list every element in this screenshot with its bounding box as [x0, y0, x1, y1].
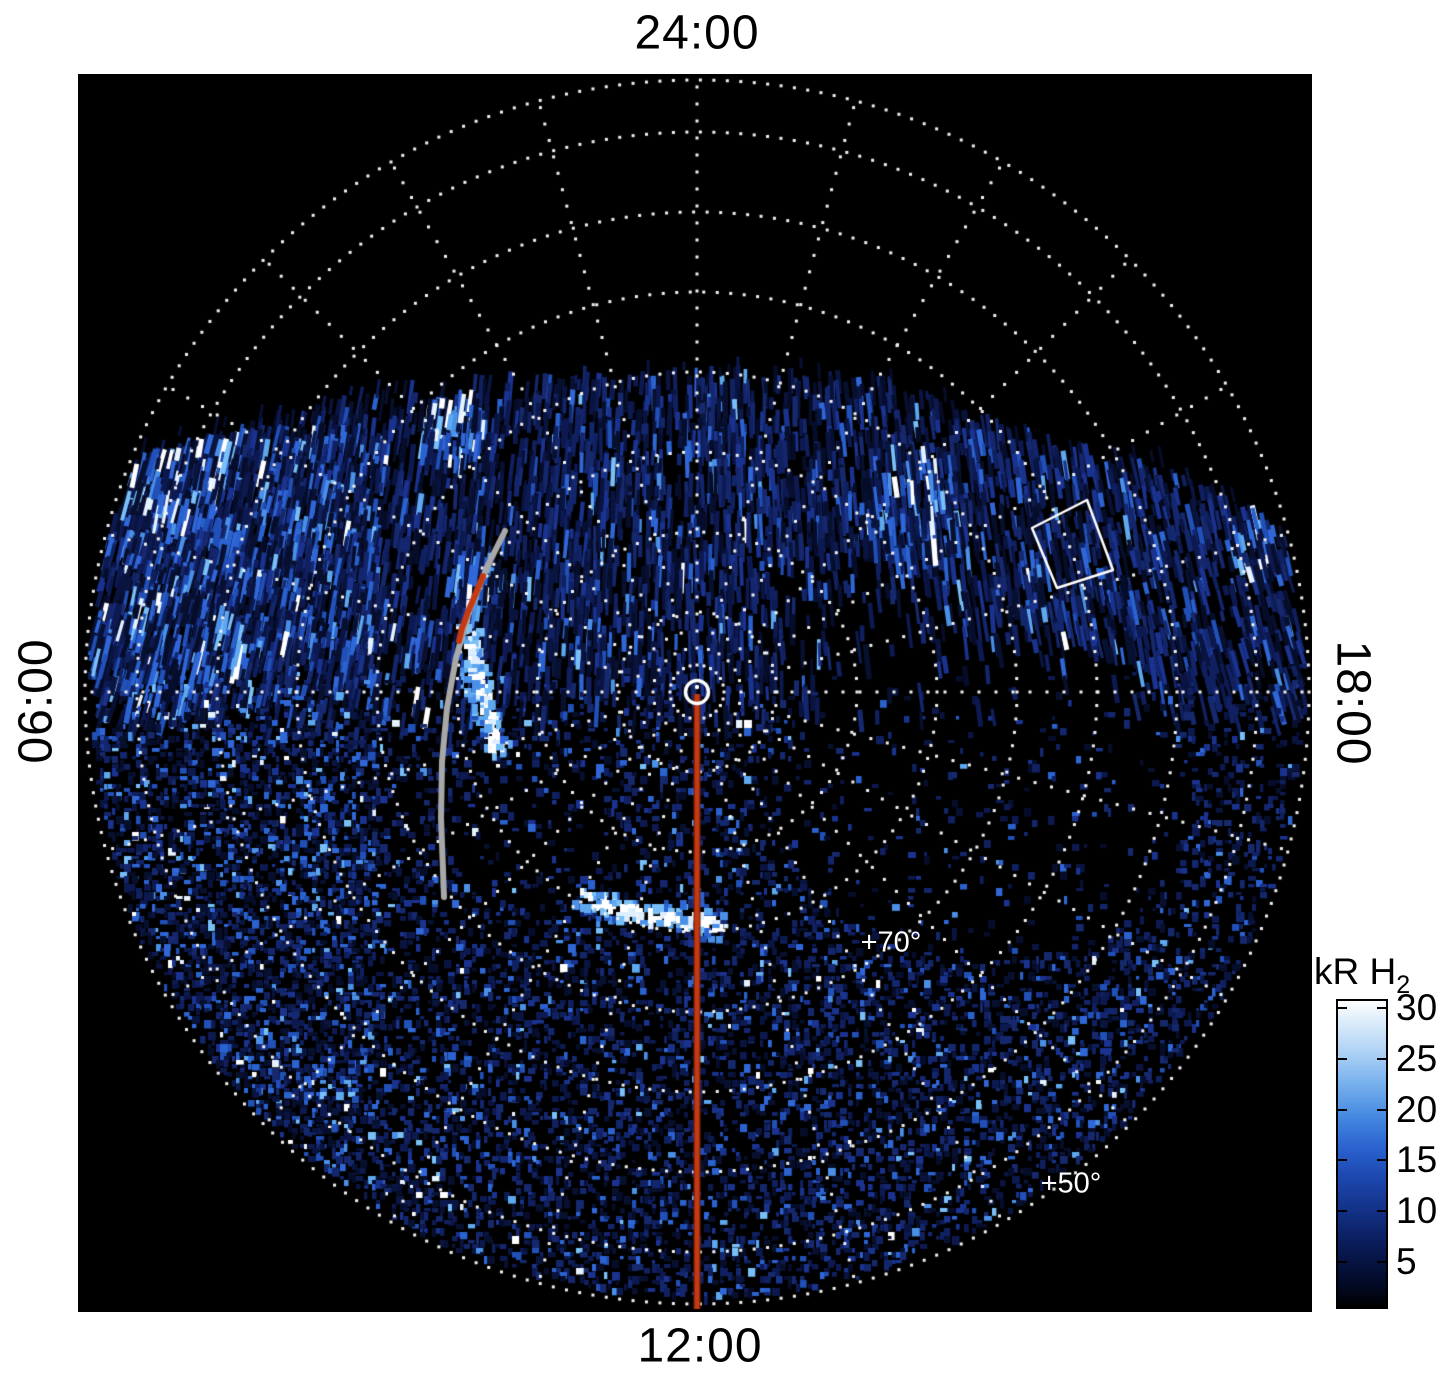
local-time-label-right: 18:00 [1326, 640, 1380, 766]
colorbar-title-subscript: 2 [1396, 971, 1411, 999]
latitude-label-50: +50° [1040, 1167, 1102, 1200]
local-time-label-left: 06:00 [9, 638, 63, 764]
colorbar-tickmark [1338, 1159, 1347, 1161]
colorbar-tick-10: 10 [1396, 1190, 1438, 1231]
colorbar-tick-15: 15 [1396, 1139, 1438, 1180]
colorbar-tickmark [1338, 1109, 1347, 1111]
colorbar-gradient [1336, 999, 1388, 1309]
colorbar-tickmark [1377, 1007, 1386, 1009]
colorbar-tickmark [1338, 1058, 1347, 1060]
colorbar-title: kR H2 [1314, 951, 1411, 999]
aurora-polar-map-canvas [78, 74, 1312, 1312]
colorbar-tickmark [1377, 1210, 1386, 1212]
colorbar-tickmark [1377, 1058, 1386, 1060]
colorbar-tickmark [1338, 1261, 1347, 1263]
colorbar-tickmark [1338, 1007, 1347, 1009]
latitude-label-70: +70° [860, 926, 922, 959]
colorbar-tickmark [1377, 1159, 1386, 1161]
local-time-label-bottom: 12:00 [637, 1319, 763, 1373]
colorbar-tickmark [1377, 1109, 1386, 1111]
local-time-label-top: 24:00 [634, 6, 760, 60]
colorbar-tickmark [1377, 1261, 1386, 1263]
colorbar-tick-25: 25 [1396, 1038, 1438, 1079]
colorbar-tick-30: 30 [1396, 987, 1438, 1028]
colorbar-tick-5: 5 [1396, 1241, 1417, 1282]
colorbar-tickmark [1338, 1210, 1347, 1212]
colorbar-tick-20: 20 [1396, 1089, 1438, 1130]
